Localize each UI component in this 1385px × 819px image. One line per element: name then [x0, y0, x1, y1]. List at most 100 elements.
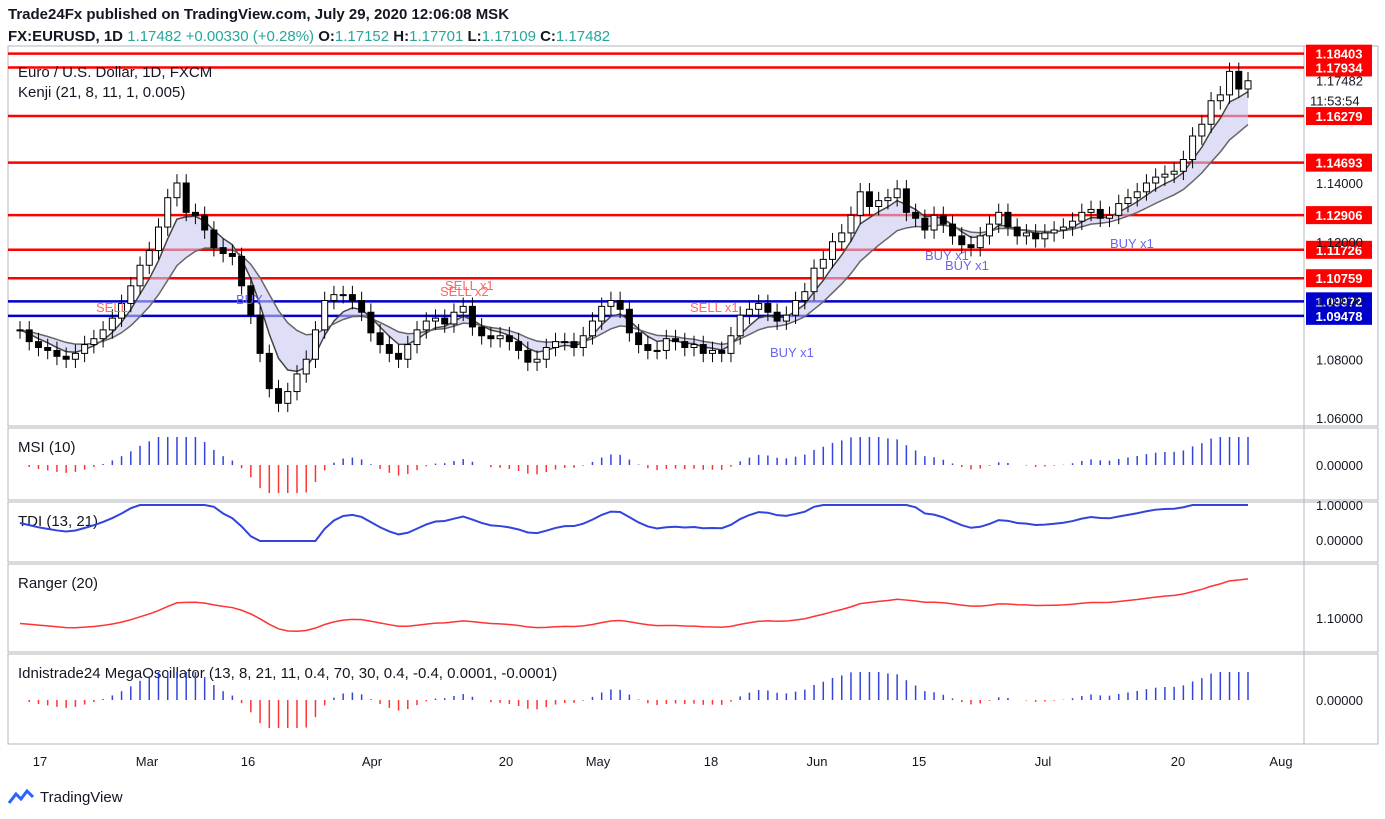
candles-layer [16, 62, 1252, 413]
candle-body [635, 332, 643, 346]
chart-header: Trade24Fx published on TradingView.com, … [8, 4, 610, 48]
candle-body [764, 302, 772, 313]
level-price-label: 1.09972 [1316, 294, 1363, 309]
candle-body [505, 335, 513, 343]
level-price-label: 1.14693 [1316, 156, 1363, 171]
mega-panel-frame [7, 653, 1379, 745]
signal-annotation: SELL x2 [440, 284, 489, 299]
candle-body [736, 314, 744, 337]
candle-body [219, 247, 227, 254]
symbol-label: FX:EURUSD, 1D [8, 28, 124, 45]
candle-body [376, 332, 384, 346]
time-tick-label: Apr [362, 754, 383, 769]
candle-body [607, 300, 615, 307]
candle-body [1244, 80, 1252, 90]
candle-body [1142, 182, 1150, 193]
candle-body [708, 349, 716, 354]
signal-annotation: SELL x1 [445, 278, 494, 293]
candle-body [16, 329, 24, 332]
candle-body [293, 373, 301, 393]
sub-panel-tick: 0.00000 [1316, 693, 1363, 708]
candle-body [672, 338, 680, 343]
candle-body [829, 241, 837, 260]
sub-panels-layer: MSI (10) 0.00000 TDI (13, 21) 1.00000 0.0000… [18, 437, 1363, 728]
candle-body [62, 355, 70, 360]
candle-body [1170, 170, 1178, 175]
open-key: O: [318, 28, 335, 45]
candle-body [348, 294, 356, 301]
candle-body [995, 211, 1003, 225]
candle-body [210, 229, 218, 249]
level-price-label: 1.11726 [1316, 243, 1362, 258]
candle-body [625, 308, 633, 334]
candle-body [367, 311, 375, 334]
time-tick-label: 15 [912, 754, 926, 769]
candle-body [939, 214, 947, 225]
candle-body [154, 226, 162, 252]
candle-body [34, 341, 42, 348]
candle-body [1207, 100, 1215, 125]
candle-body [1069, 220, 1077, 228]
candle-body [145, 250, 153, 266]
candle-body [819, 258, 827, 269]
candle-body [478, 326, 486, 337]
candle-body [1013, 226, 1021, 237]
candle-body [792, 300, 800, 316]
candle-body [681, 341, 689, 348]
change-value: +0.00330 (+0.28%) [185, 28, 315, 45]
candle-body [1152, 176, 1160, 184]
candle-body [524, 349, 532, 363]
level-price-tag [1306, 153, 1372, 172]
candle-body [1078, 211, 1086, 222]
sub-panel-title: Ranger (20) [18, 575, 98, 592]
candle-body [561, 341, 569, 344]
time-axis: 17 Mar 16 Apr 20 May 18 Jun 15 Jul 20 Aug [33, 754, 1293, 769]
candle-body [699, 344, 707, 354]
candle-body [118, 302, 126, 319]
candle-body [810, 267, 818, 293]
candle-body [1022, 232, 1030, 237]
signal-annotation: BUY [236, 292, 263, 307]
time-tick-label: 20 [499, 754, 513, 769]
candle-body [588, 320, 596, 337]
candle-body [1050, 229, 1058, 234]
candle-body [1133, 191, 1141, 199]
publisher-line: Trade24Fx published on TradingView.com, … [8, 6, 510, 23]
tdi-panel-frame [7, 501, 1379, 563]
candle-body [773, 311, 781, 322]
candle-body [1189, 135, 1197, 160]
signal-annotation: SELL [96, 300, 128, 315]
candle-body [459, 305, 467, 313]
signal-annotation: BUY x1 [1110, 236, 1154, 251]
signal-annotation: SELL x1 [690, 300, 739, 315]
tdi-line [19, 504, 1248, 542]
level-price-tag [1306, 269, 1372, 288]
candle-body [25, 329, 33, 343]
sub-panel-title: Idnistrade24 MegaOscillator (13, 8, 21, … [18, 665, 557, 682]
candle-body [727, 335, 735, 354]
high-value: 1.17701 [409, 28, 464, 45]
low-value: 1.17109 [481, 28, 536, 45]
price-tick-label: 1.14000 [1316, 176, 1363, 191]
candle-body [496, 335, 504, 340]
candle-body [515, 341, 523, 351]
level-price-label: 1.18403 [1316, 47, 1363, 62]
time-tick-label: 18 [704, 754, 718, 769]
ohlc-line: FX:EURUSD, 1D 1.17482 +0.00330 (+0.28%) … [8, 26, 610, 48]
candle-body [542, 347, 550, 360]
level-price-tag [1306, 44, 1372, 63]
candle-body [967, 244, 975, 249]
candle-body [902, 188, 910, 213]
candle-body [755, 302, 763, 310]
time-tick-label: 20 [1171, 754, 1185, 769]
price-axis: 1.06000 1.08000 1.10000 1.12000 1.14000 1.174… [1310, 74, 1363, 426]
level-price-label: 1.09478 [1316, 309, 1363, 324]
time-tick-label: Jun [807, 754, 828, 769]
candle-body [1161, 173, 1169, 178]
candle-body [690, 344, 698, 348]
signal-annotation: BUY x1 [925, 248, 969, 263]
candle-body [718, 349, 726, 354]
candle-body [1235, 70, 1243, 90]
footer-brand[interactable]: TradingView [8, 788, 123, 806]
time-tick-label: Jul [1035, 754, 1052, 769]
